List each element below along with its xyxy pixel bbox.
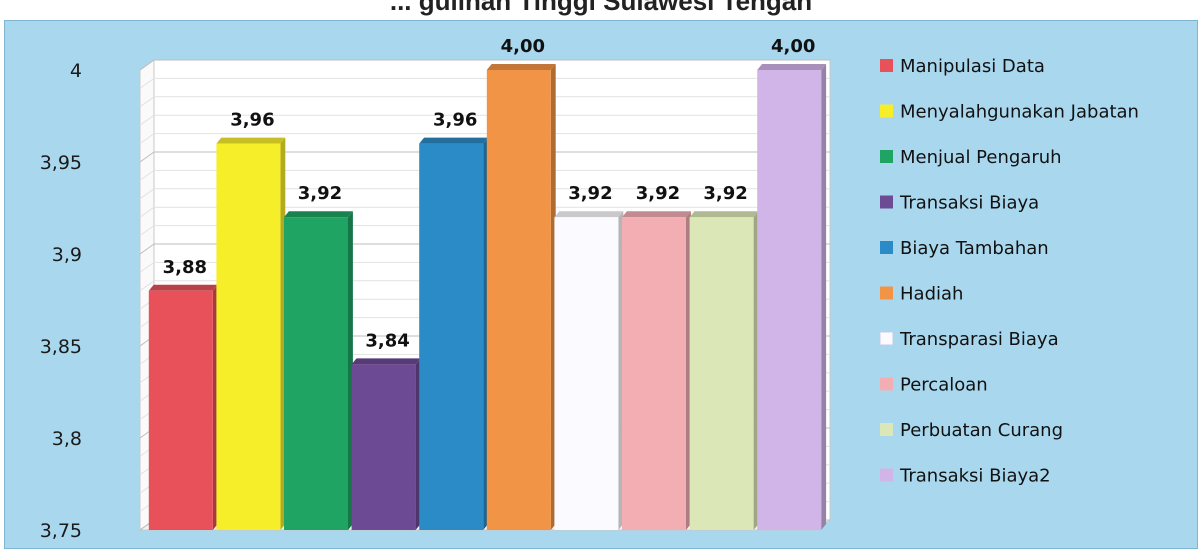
data-label: 3,92: [298, 183, 342, 204]
legend-label: Transaksi Biaya2: [899, 466, 1051, 487]
legend-swatch: [880, 59, 893, 72]
gridline-side: [139, 206, 155, 218]
legend-label: Biaya Tambahan: [900, 238, 1049, 259]
bar-top: [554, 211, 624, 218]
legend-item-biaya-tambahan: Biaya Tambahan: [880, 238, 1049, 259]
bar-top: [622, 211, 691, 218]
data-label: 3,96: [433, 110, 477, 131]
legend-item-transaksi-biaya: Transaksi Biaya: [880, 193, 1039, 214]
legend-item-menjual-pengaruh: Menjual Pengaruh: [880, 147, 1062, 168]
legend-item-transparasi-biaya: Transparasi Biaya: [879, 329, 1059, 350]
bar-top: [284, 211, 353, 218]
data-label: 3,88: [163, 257, 207, 278]
legend-label: Percaloan: [900, 375, 988, 396]
legend-swatch: [880, 286, 893, 300]
legend-label: Menjual Pengaruh: [900, 147, 1062, 168]
legend-label: Hadiah: [900, 284, 963, 305]
legend: Manipulasi Data Menyalahgunakan Jabatan Me…: [879, 56, 1139, 487]
bar-menyalahgunakan-jabatan: [216, 137, 286, 530]
data-labels: 3,88 3,96 3,92 3,84 3,96 4,00 3,92 3,92 3,92 4,00: [163, 36, 816, 351]
y-tick-label: 3,95: [40, 152, 82, 174]
bar-top: [486, 64, 556, 70]
gridline-side: [139, 225, 155, 237]
data-label: 3,84: [365, 330, 409, 351]
gridline-side: [139, 243, 155, 255]
data-label: 3,92: [568, 183, 612, 204]
bar-top: [757, 64, 827, 70]
bar-transaksi-biaya2: [757, 64, 827, 530]
gridline-side: [139, 59, 155, 71]
y-tick-label: 3,75: [40, 520, 82, 542]
y-tick-label: 4: [70, 60, 82, 82]
bar-front: [689, 217, 754, 530]
bar-chart: 3,75 3,8 3,85 3,9 3,95 4 3,88 3,96 3,92 3,84 3,96…: [40, 36, 1139, 542]
legend-swatch: [880, 150, 893, 163]
gridline-side: [139, 169, 155, 181]
bar-side: [821, 64, 827, 530]
gridline-side: [139, 188, 155, 200]
gridline-side: [139, 96, 155, 108]
bar-top: [419, 137, 489, 144]
gridline-side: [139, 114, 155, 126]
legend-swatch: [880, 423, 893, 436]
bar-top: [216, 137, 286, 144]
gridline-side: [139, 261, 155, 273]
data-label: 3,92: [703, 183, 747, 204]
legend-item-percaloan: Percaloan: [880, 375, 988, 396]
bar-transaksi-biaya: [351, 358, 421, 530]
bar-front: [622, 217, 686, 530]
bar-front: [284, 217, 348, 530]
bar-hadiah: [486, 64, 556, 530]
bars: [148, 64, 827, 530]
legend-swatch: [880, 104, 893, 118]
bar-front: [419, 143, 484, 530]
legend-item-hadiah: Hadiah: [880, 284, 963, 305]
bar-perbuatan-curang: [689, 211, 759, 530]
legend-item-transaksi-biaya2: Transaksi Biaya2: [880, 466, 1051, 487]
legend-label: Perbuatan Curang: [900, 420, 1063, 441]
legend-swatch: [879, 331, 894, 346]
y-tick-label: 3,8: [52, 428, 82, 450]
bar-transparasi-biaya: [554, 211, 624, 530]
bar-front: [148, 290, 213, 530]
y-tick-label: 3,9: [52, 244, 82, 266]
legend-item-manipulasi-data: Manipulasi Data: [880, 56, 1045, 77]
legend-swatch: [880, 377, 893, 391]
page-title: ... gulinan Tinggi Sulawesi Tengah: [389, 0, 813, 16]
bar-menjual-pengaruh: [284, 211, 353, 530]
bar-front: [757, 70, 822, 530]
bar-front: [486, 70, 551, 530]
y-axis: 3,75 3,8 3,85 3,9 3,95 4: [40, 60, 82, 542]
data-label: 4,00: [771, 36, 815, 57]
legend-label: Transaksi Biaya: [899, 193, 1039, 214]
data-label: 3,92: [636, 183, 680, 204]
bar-top: [148, 284, 218, 291]
legend-label: Manipulasi Data: [900, 56, 1045, 77]
legend-label: Transparasi Biaya: [899, 329, 1059, 350]
bar-biaya-tambahan: [419, 137, 489, 530]
legend-swatch: [880, 241, 893, 254]
bar-manipulasi-data: [148, 284, 218, 530]
legend-label: Menyalahgunakan Jabatan: [900, 102, 1139, 123]
legend-swatch: [880, 468, 893, 482]
bar-front: [216, 143, 281, 530]
bar-top: [351, 358, 421, 365]
legend-item-perbuatan-curang: Perbuatan Curang: [880, 420, 1063, 441]
y-tick-label: 3,85: [40, 336, 82, 358]
data-label: 3,96: [230, 110, 274, 131]
bar-front: [351, 364, 416, 530]
bar-percaloan: [622, 211, 691, 530]
bar-front: [554, 217, 619, 530]
legend-item-menyalahgunakan-jabatan: Menyalahgunakan Jabatan: [880, 102, 1139, 123]
gridline-side: [139, 77, 155, 89]
bar-top: [689, 211, 759, 218]
gridline-side: [139, 280, 155, 292]
gridline-side: [139, 133, 155, 145]
legend-swatch: [880, 195, 893, 209]
data-label: 4,00: [501, 36, 545, 57]
gridline-side: [139, 151, 155, 163]
